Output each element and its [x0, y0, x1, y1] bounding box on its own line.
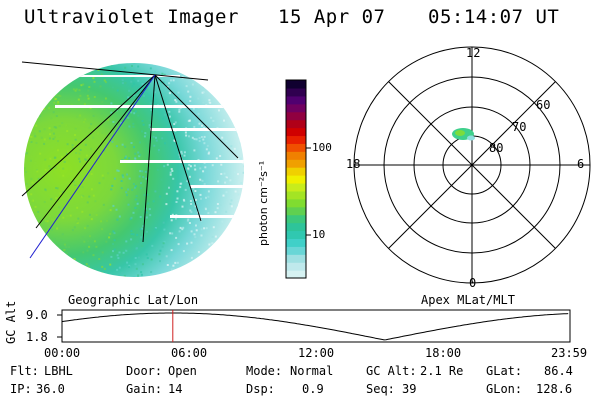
color-bar-step [286, 95, 306, 105]
color-bar-step [286, 143, 306, 152]
flt-label: Flt: [10, 364, 39, 378]
mode-value: Normal [290, 364, 334, 378]
colorbar-tick-label-10: 10 [312, 228, 326, 241]
color-bar-step [286, 206, 306, 216]
color-bar-step [286, 230, 306, 239]
geographic-title: Geographic Lat/Lon [68, 293, 199, 307]
gc-alt-value: 2.1 Re [420, 364, 464, 378]
seq-label: Seq: [366, 382, 395, 396]
color-bar-step [286, 127, 306, 137]
color-bar-step [286, 167, 306, 176]
x-tick-2359: 23:59 [551, 346, 588, 360]
mode-label: Mode: [246, 364, 283, 378]
color-bar-step [286, 246, 306, 255]
y-tick-9: 9.0 [26, 308, 48, 322]
dsp-value: 0.9 [302, 382, 324, 396]
instrument-title: Ultraviolet Imager [24, 6, 239, 28]
flt-value: LBHL [44, 364, 73, 378]
mlt-label-18: 18 [346, 157, 361, 171]
altitude-curve [61, 312, 569, 341]
gc-alt-label: GC Alt: [366, 364, 417, 378]
apex-title: Apex MLat/MLT [421, 293, 515, 307]
y-tick-1-8: 1.8 [26, 330, 48, 344]
gain-label: Gain: [126, 382, 163, 396]
observation-date: 15 Apr 07 [278, 6, 386, 28]
color-bar-step [286, 254, 306, 263]
color-bar-step [286, 182, 306, 192]
seq-value: 39 [402, 382, 417, 396]
mlt-label-0: 0 [469, 276, 477, 290]
gc-alt-axis-label: GC Alt [4, 300, 18, 344]
color-bar-step [286, 135, 306, 144]
color-bar-step [286, 151, 306, 160]
color-bar-frame [285, 79, 307, 279]
x-tick-1800: 18:00 [425, 346, 462, 360]
color-bar-step [286, 190, 306, 200]
color-bar-step [286, 214, 306, 224]
polar-plot [353, 46, 591, 284]
mlt-label-6: 6 [577, 157, 585, 171]
color-bar-step [286, 198, 306, 208]
glat-label: GLat: [486, 364, 523, 378]
color-bar-step [286, 238, 306, 247]
door-label: Door: [126, 364, 163, 378]
dsp-label: Dsp: [246, 382, 275, 396]
color-bar-step [286, 222, 306, 232]
lat-label-80: 80 [489, 141, 504, 155]
glat-value: 86.4 [544, 364, 573, 378]
color-bar-step [286, 87, 306, 97]
observation-time: 05:14:07 UT [428, 6, 560, 28]
color-bar-step [286, 111, 306, 121]
glon-label: GLon: [486, 382, 523, 396]
color-bar-step [286, 159, 306, 168]
color-bar-step [286, 270, 306, 279]
auroral-patch [452, 128, 475, 141]
earth-image [21, 61, 244, 277]
color-bar-step [286, 80, 306, 89]
ip-label: IP: [10, 382, 32, 396]
color-bar-step [286, 175, 306, 184]
lat-label-70: 70 [512, 120, 527, 134]
x-tick-0000: 00:00 [44, 346, 81, 360]
colorbar-tick-label-100: 100 [312, 141, 332, 154]
color-bar-step [286, 119, 306, 129]
x-tick-1200: 12:00 [298, 346, 335, 360]
x-tick-0600: 06:00 [171, 346, 208, 360]
gain-value: 14 [168, 382, 183, 396]
ip-value: 36.0 [36, 382, 65, 396]
color-bar-step [286, 262, 306, 271]
terminator-line [29, 74, 156, 259]
color-bar [286, 80, 306, 279]
lat-label-60: 60 [536, 98, 551, 112]
mlt-label-12: 12 [466, 46, 481, 60]
timeline-frame [61, 309, 571, 343]
colorbar-unit-label: photon cm⁻²s⁻¹ [257, 160, 270, 246]
door-value: Open [168, 364, 197, 378]
earth-grid-lines [21, 61, 239, 243]
color-bar-step [286, 103, 306, 113]
glon-value: 128.6 [536, 382, 573, 396]
